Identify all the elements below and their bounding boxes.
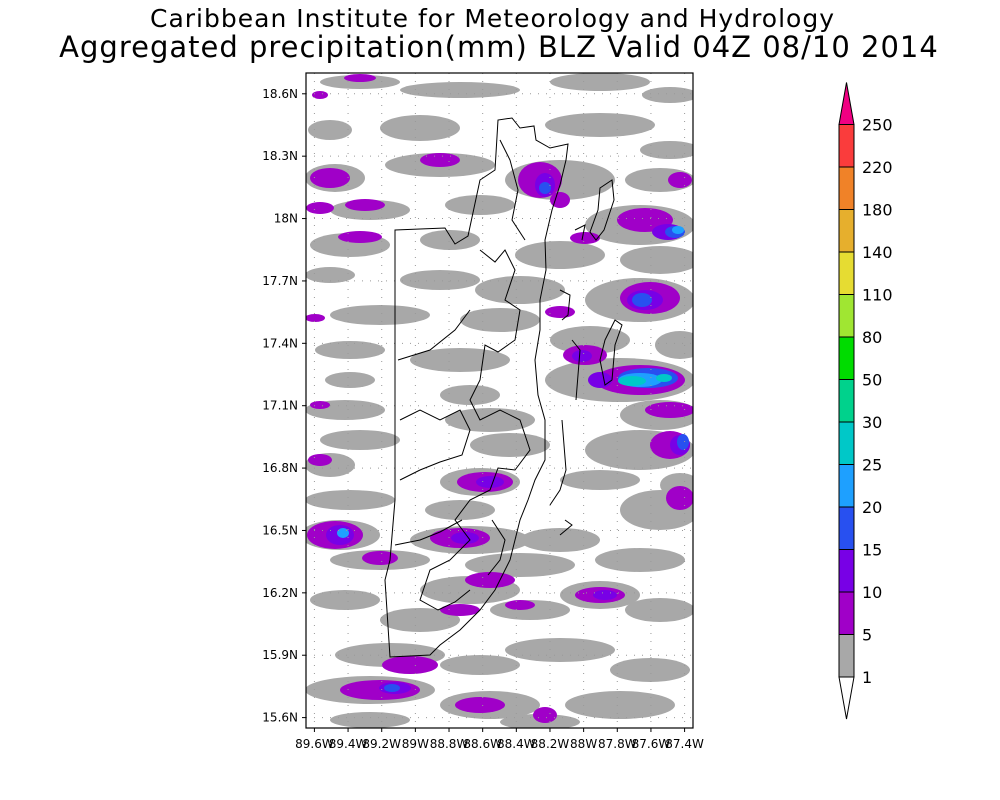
lon-label: 88.2W (531, 737, 570, 751)
colorbar-segment (838, 591, 855, 635)
lon-label: 89.4W (329, 737, 368, 751)
colorbar-label: 20 (862, 498, 882, 517)
lon-label: 89W (402, 737, 429, 751)
colorbar-label: 15 (862, 541, 882, 560)
lon-label: 87.6W (632, 737, 671, 751)
lon-label: 89.6W (295, 737, 334, 751)
map-axis-ticks: 18.6N 18.3N 18N 17.7N 17.4N 17.1N 16.8N 16.5N 16… (262, 87, 704, 751)
colorbar-segment (838, 421, 855, 465)
map-frame (305, 72, 694, 729)
lat-lon-grid (306, 73, 693, 728)
colorbar-label: 140 (862, 243, 893, 262)
colorbar-label: 1 (862, 668, 872, 687)
colorbar-segment (838, 464, 855, 508)
colorbar-label: 10 (862, 583, 882, 602)
lon-label: 88.6W (463, 737, 502, 751)
lon-label: 88W (570, 737, 597, 751)
lon-label: 87.4W (665, 737, 704, 751)
lon-label: 88.8W (430, 737, 469, 751)
colorbar-segment (838, 336, 855, 380)
colorbar-above-triangle (838, 82, 855, 125)
colorbar-segment (838, 634, 855, 678)
colorbar-segment (838, 251, 855, 295)
colorbar-segment (838, 166, 855, 210)
lat-label: 17.4N (262, 336, 298, 350)
precip-25mm-areas (618, 374, 672, 386)
lat-label: 17.7N (262, 274, 298, 288)
lat-label: 18.3N (262, 149, 298, 163)
colorbar-label: 110 (862, 286, 893, 305)
map-plot-area: 18.6N 18.3N 18N 17.7N 17.4N 17.1N 16.8N 16.5N 16… (262, 72, 704, 751)
precipitation-field (306, 73, 693, 728)
colorbar-label: 220 (862, 158, 893, 177)
lon-label: 88.4W (497, 737, 536, 751)
belize-coastline (384, 117, 623, 658)
lon-label: 89.2W (362, 737, 401, 751)
colorbar-label: 180 (862, 201, 893, 220)
lat-label: 16.2N (262, 586, 298, 600)
colorbar-label: 30 (862, 413, 882, 432)
colorbar-label: 50 (862, 371, 882, 390)
colorbar-label: 5 (862, 626, 872, 645)
colorbar-segment (838, 124, 855, 168)
lat-label: 15.6N (262, 711, 298, 725)
lat-label: 17.1N (262, 399, 298, 413)
colorbar-below-triangle (838, 676, 855, 720)
colorbar-segment (838, 294, 855, 338)
lat-label: 16.8N (262, 461, 298, 475)
map-title: Aggregated precipitation(mm) BLZ Valid 0… (59, 30, 939, 64)
colorbar-label: 250 (862, 116, 893, 135)
colorbar-segment (838, 209, 855, 253)
colorbar-label: 25 (862, 456, 882, 475)
colorbar-segment (838, 379, 855, 423)
institute-title: Caribbean Institute for Meteorology and … (150, 4, 835, 33)
lat-label: 18N (274, 212, 298, 226)
colorbar-segment (838, 506, 855, 550)
lon-label: 87.8W (598, 737, 637, 751)
lat-label: 15.9N (262, 648, 298, 662)
colorbar-segment (838, 549, 855, 593)
lat-label: 16.5N (262, 523, 298, 537)
colorbar-label: 80 (862, 328, 882, 347)
lat-label: 18.6N (262, 87, 298, 101)
